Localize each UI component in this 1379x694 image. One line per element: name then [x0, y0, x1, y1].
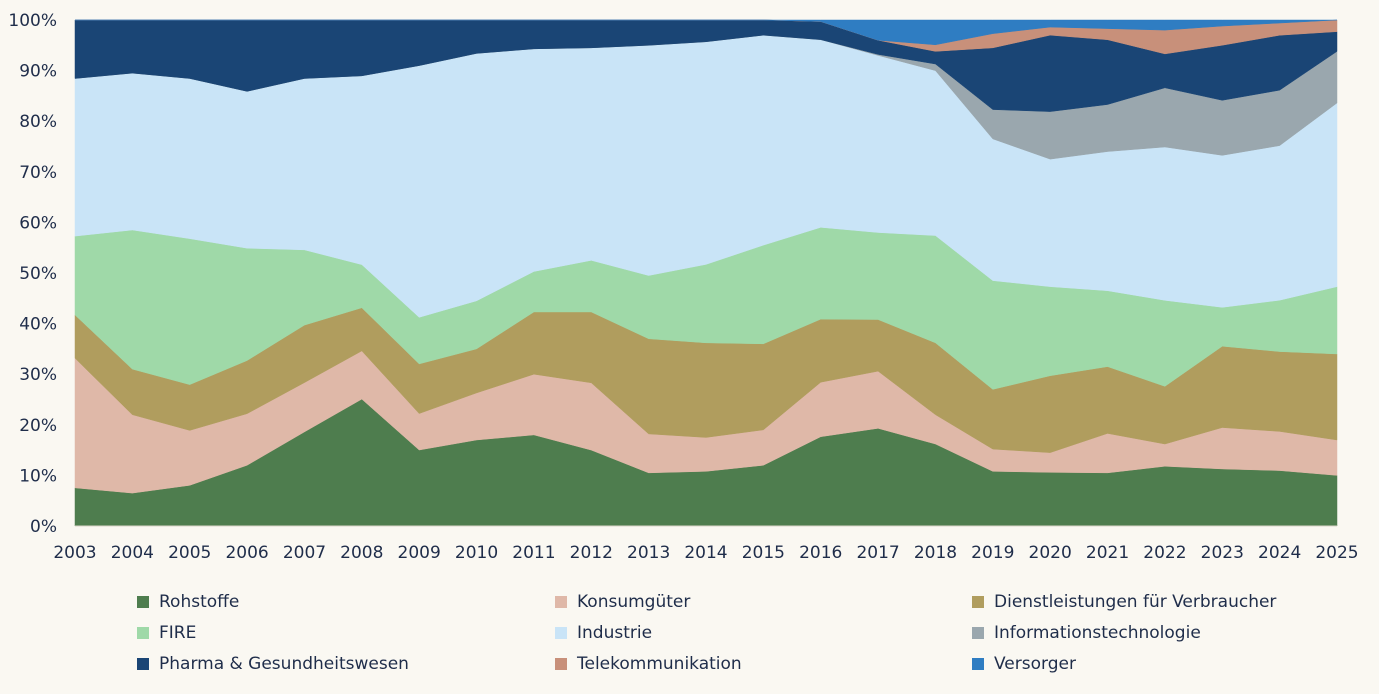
legend-label: Rohstoffe — [159, 592, 240, 612]
legend-item: Telekommunikation — [555, 652, 742, 676]
legend-swatch — [555, 627, 567, 639]
area-series-8 — [75, 19, 1338, 46]
x-tick-label: 2019 — [971, 543, 1014, 563]
x-tick-label: 2010 — [455, 543, 498, 563]
legend-label: Pharma & Gesundheitswesen — [159, 654, 409, 674]
legend-swatch — [137, 596, 149, 608]
legend-label: Versorger — [994, 654, 1076, 674]
legend-item: Rohstoffe — [137, 590, 239, 614]
legend-item: Industrie — [555, 621, 652, 645]
legend: Rohstoffe Konsumgüter Dienstleistungen für… — [0, 586, 1379, 686]
y-tick-label: 70% — [19, 163, 57, 183]
y-tick-label: 60% — [19, 213, 57, 233]
x-tick-label: 2022 — [1143, 543, 1186, 563]
x-tick-label: 2021 — [1086, 543, 1129, 563]
legend-label: Informationstechnologie — [994, 623, 1201, 643]
x-tick-label: 2006 — [225, 543, 268, 563]
x-tick-label: 2014 — [684, 543, 727, 563]
legend-swatch — [137, 658, 149, 670]
legend-swatch — [972, 658, 984, 670]
y-tick-label: 50% — [19, 264, 57, 284]
y-tick-label: 90% — [19, 62, 57, 82]
legend-label: Konsumgüter — [577, 592, 691, 612]
x-tick-label: 2020 — [1029, 543, 1072, 563]
legend-item: Pharma & Gesundheitswesen — [137, 652, 409, 676]
legend-swatch — [555, 596, 567, 608]
legend-label: Dienstleistungen für Verbraucher — [994, 592, 1277, 612]
y-tick-label: 10% — [19, 466, 57, 486]
x-axis: 2003 2004 2005 2006 2007 2008 2009 2010 2011 2012… — [53, 543, 1358, 563]
x-tick-label: 2018 — [914, 543, 957, 563]
area-layers — [74, 19, 1338, 527]
x-tick-label: 2017 — [856, 543, 899, 563]
chart: 0%10%20%30%40%50%60%70%80%90%100% 2003 20… — [8, 11, 1358, 563]
x-tick-label: 2008 — [340, 543, 383, 563]
x-tick-label: 2005 — [168, 543, 211, 563]
x-tick-label: 2013 — [627, 543, 670, 563]
y-tick-label: 80% — [19, 112, 57, 132]
legend-item: Dienstleistungen für Verbraucher — [972, 590, 1276, 614]
legend-item: Versorger — [972, 652, 1076, 676]
y-tick-label: 100% — [8, 11, 57, 31]
legend-swatch — [555, 658, 567, 670]
x-tick-label: 2016 — [799, 543, 842, 563]
x-tick-label: 2009 — [398, 543, 441, 563]
y-tick-label: 20% — [19, 416, 57, 436]
x-tick-label: 2003 — [53, 543, 96, 563]
legend-label: Industrie — [577, 623, 653, 643]
legend-swatch — [972, 596, 984, 608]
legend-item: FIRE — [137, 621, 196, 645]
x-tick-label: 2012 — [570, 543, 613, 563]
x-tick-label: 2015 — [742, 543, 785, 563]
y-tick-label: 40% — [19, 315, 57, 335]
legend-item: Konsumgüter — [555, 590, 690, 614]
legend-swatch — [137, 627, 149, 639]
legend-label: FIRE — [159, 623, 197, 643]
y-tick-label: 0% — [30, 517, 57, 537]
x-tick-label: 2025 — [1315, 543, 1358, 563]
x-tick-label: 2007 — [283, 543, 326, 563]
legend-label: Telekommunikation — [577, 654, 742, 674]
x-tick-label: 2023 — [1201, 543, 1244, 563]
y-axis: 0% 10% 20% 30% 40% 50% 60% 70% 80% 90% 100% — [8, 11, 57, 537]
legend-item: Informationstechnologie — [972, 621, 1201, 645]
x-tick-label: 2024 — [1258, 543, 1301, 563]
legend-swatch — [972, 627, 984, 639]
y-tick-label: 30% — [19, 365, 57, 385]
x-tick-label: 2004 — [111, 543, 154, 563]
x-tick-label: 2011 — [512, 543, 555, 563]
